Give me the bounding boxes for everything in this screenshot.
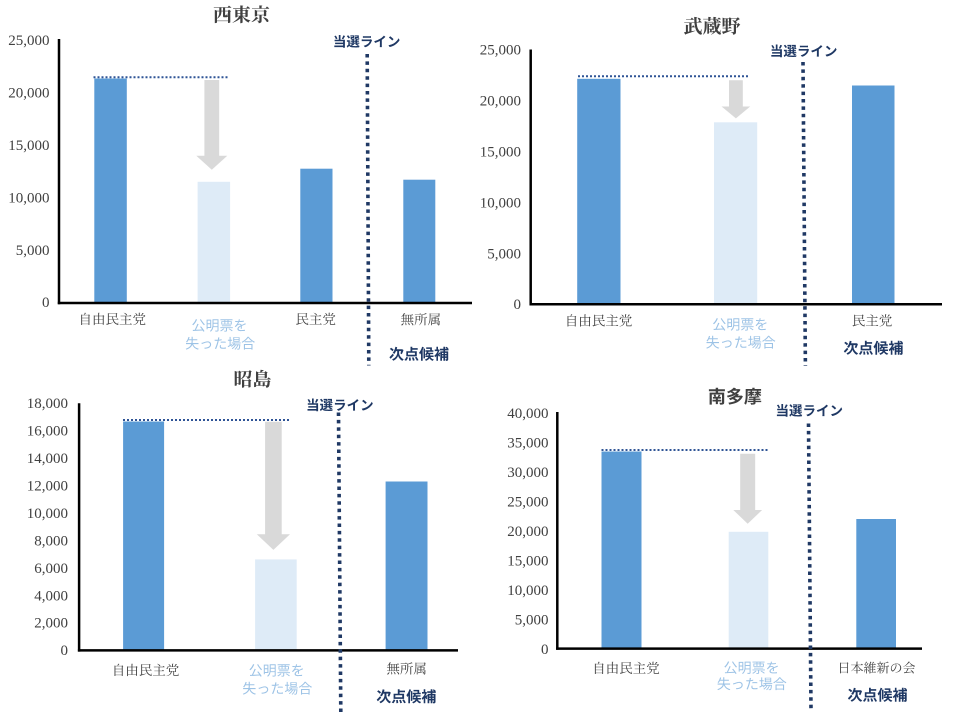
svg-text:14,000: 14,000 <box>27 451 68 467</box>
svg-text:2,000: 2,000 <box>34 616 68 632</box>
svg-text:20,000: 20,000 <box>507 524 548 540</box>
svg-text:15,000: 15,000 <box>507 554 548 570</box>
svg-text:5,000: 5,000 <box>515 613 549 629</box>
svg-text:10,000: 10,000 <box>507 583 548 599</box>
svg-text:15,000: 15,000 <box>480 145 521 161</box>
svg-text:20,000: 20,000 <box>8 86 49 102</box>
svg-text:0: 0 <box>514 297 522 313</box>
svg-text:10,000: 10,000 <box>27 506 68 522</box>
svg-text:0: 0 <box>541 642 549 658</box>
svg-text:10,000: 10,000 <box>480 195 521 211</box>
svg-text:16,000: 16,000 <box>27 424 68 440</box>
svg-text:10,000: 10,000 <box>8 190 49 206</box>
svg-text:5,000: 5,000 <box>16 243 50 259</box>
svg-text:35,000: 35,000 <box>507 436 548 452</box>
svg-text:12,000: 12,000 <box>27 478 68 494</box>
svg-text:18,000: 18,000 <box>27 396 68 412</box>
svg-text:5,000: 5,000 <box>487 246 521 262</box>
svg-text:30,000: 30,000 <box>507 465 548 481</box>
svg-text:4,000: 4,000 <box>34 588 68 604</box>
svg-text:25,000: 25,000 <box>480 43 521 59</box>
svg-text:6,000: 6,000 <box>34 561 68 577</box>
svg-text:25,000: 25,000 <box>507 495 548 511</box>
svg-text:0: 0 <box>61 643 69 659</box>
svg-text:8,000: 8,000 <box>34 533 68 549</box>
svg-text:20,000: 20,000 <box>480 94 521 110</box>
svg-text:40,000: 40,000 <box>507 406 548 422</box>
svg-text:0: 0 <box>42 295 50 311</box>
svg-text:15,000: 15,000 <box>8 138 49 154</box>
svg-text:25,000: 25,000 <box>8 33 49 49</box>
